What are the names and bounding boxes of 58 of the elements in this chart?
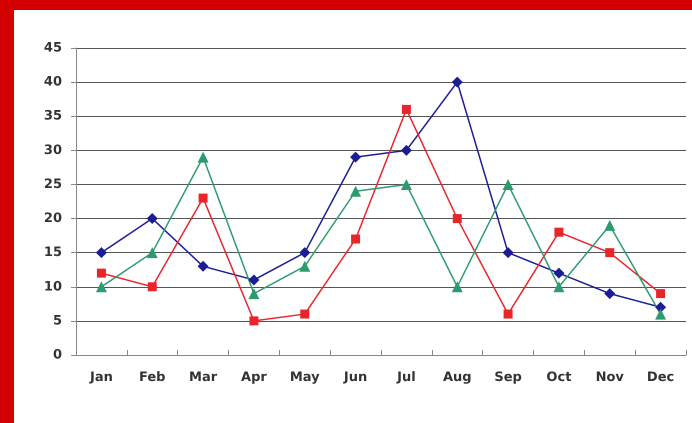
x-tick-label: Jul (396, 370, 416, 385)
point (248, 274, 260, 286)
x-tick-label: May (290, 370, 320, 385)
point (148, 282, 157, 292)
y-tick-label: 20 (44, 211, 62, 226)
point (400, 178, 412, 190)
point (249, 316, 258, 326)
y-tick-label: 15 (44, 245, 62, 260)
point (402, 104, 411, 114)
x-tick-label: Jun (342, 370, 368, 385)
point (400, 144, 412, 156)
x-tick-label: Aug (442, 370, 472, 385)
x-tick-label: Jan (88, 370, 113, 385)
point (452, 281, 463, 292)
point (350, 152, 362, 163)
point (350, 186, 362, 197)
x-tick-label: Nov (596, 370, 624, 385)
point (502, 178, 514, 190)
point (146, 247, 158, 258)
point (452, 76, 463, 88)
point (604, 220, 616, 231)
point (452, 214, 462, 224)
point (604, 288, 616, 300)
point (198, 260, 209, 272)
point (146, 213, 158, 224)
point (504, 310, 513, 319)
y-tick-label: 10 (44, 279, 62, 294)
point (553, 281, 564, 292)
y-tick-label: 35 (44, 108, 62, 124)
y-tick-label: 25 (44, 176, 62, 192)
point (656, 289, 666, 298)
x-tick-label: Mar (189, 370, 218, 385)
x-tick-label: Feb (139, 370, 166, 385)
point (655, 308, 666, 320)
point (351, 234, 360, 244)
point (502, 247, 514, 258)
point (96, 247, 107, 258)
point (198, 194, 208, 203)
point (96, 281, 107, 292)
x-tick-label: Oct (546, 370, 572, 385)
point (299, 260, 310, 272)
y-tick-label: 5 (52, 313, 62, 328)
point (248, 288, 260, 300)
y-tick-label: 30 (44, 142, 62, 158)
point (300, 310, 310, 319)
point (605, 248, 614, 258)
x-tick-label: Dec (646, 370, 674, 385)
y-tick-label: 40 (44, 74, 62, 90)
x-tick-label: Sep (494, 370, 522, 385)
point (655, 302, 666, 313)
point (299, 247, 310, 258)
point (96, 268, 106, 278)
point (553, 268, 564, 279)
point (198, 152, 209, 163)
point (554, 228, 564, 237)
y-tick-label: 0 (52, 348, 62, 362)
y-tick-label: 45 (44, 40, 62, 56)
x-tick-label: Apr (241, 370, 268, 385)
